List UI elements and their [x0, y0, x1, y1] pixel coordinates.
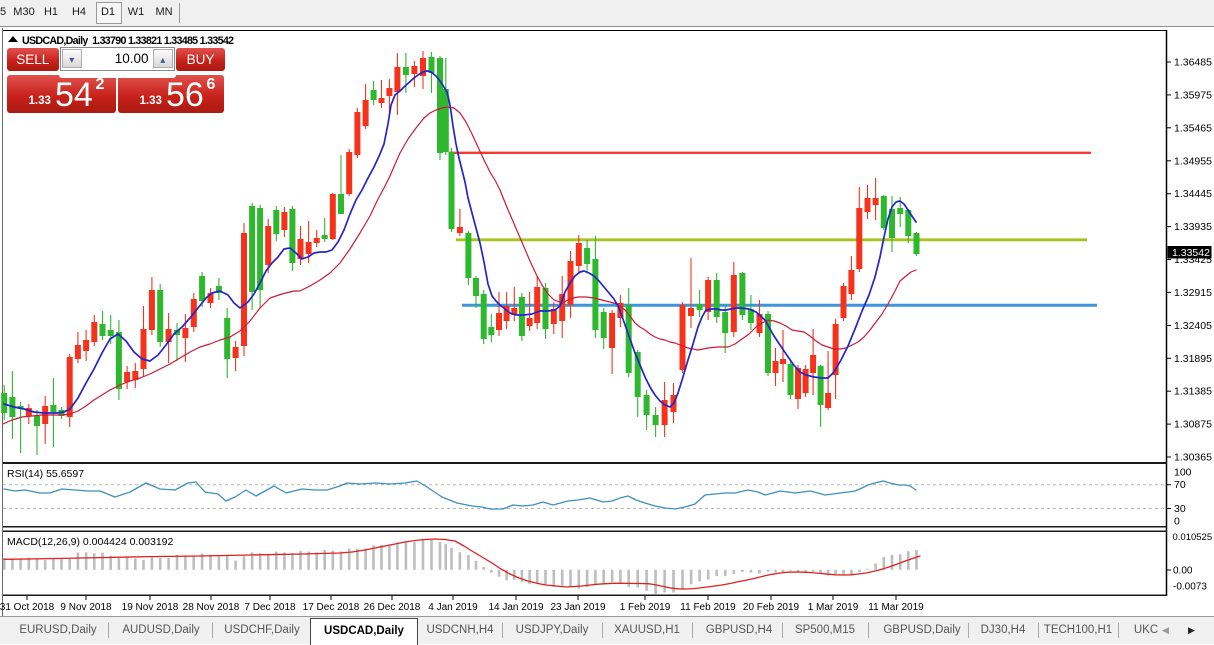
svg-text:4 Jan 2019: 4 Jan 2019: [428, 602, 478, 613]
svg-text:-0.0073: -0.0073: [1173, 582, 1207, 593]
svg-text:1.31895: 1.31895: [1174, 353, 1212, 365]
svg-text:MACD(12,26,9) 0.004424 0.00319: MACD(12,26,9) 0.004424 0.003192: [7, 536, 174, 548]
svg-text:1 Feb 2019: 1 Feb 2019: [620, 602, 671, 613]
svg-text:9 Nov 2018: 9 Nov 2018: [60, 602, 112, 613]
svg-text:19 Nov 2018: 19 Nov 2018: [122, 602, 179, 613]
svg-text:1.33935: 1.33935: [1174, 221, 1212, 233]
svg-text:RSI(14) 55.6597: RSI(14) 55.6597: [7, 468, 84, 480]
svg-text:USDCAD,Daily 1.33790 1.33821: USDCAD,Daily 1.33790 1.33821 1.33485 1.3…: [22, 35, 234, 47]
svg-text:26 Dec 2018: 26 Dec 2018: [364, 602, 421, 613]
svg-text:31 Oct 2018: 31 Oct 2018: [0, 602, 55, 613]
svg-text:11 Mar 2019: 11 Mar 2019: [868, 602, 924, 613]
svg-text:1.31385: 1.31385: [1174, 386, 1212, 398]
svg-text:100: 100: [1174, 467, 1192, 479]
svg-text:1.36485: 1.36485: [1174, 57, 1212, 69]
svg-text:1.32405: 1.32405: [1174, 320, 1212, 332]
svg-text:30: 30: [1174, 503, 1186, 515]
svg-text:1.30875: 1.30875: [1174, 419, 1212, 431]
svg-text:1.30365: 1.30365: [1174, 452, 1212, 464]
svg-text:1.32915: 1.32915: [1174, 287, 1212, 299]
svg-text:7 Dec 2018: 7 Dec 2018: [244, 602, 296, 613]
svg-text:1.35975: 1.35975: [1174, 89, 1212, 101]
svg-text:17 Dec 2018: 17 Dec 2018: [303, 602, 360, 613]
svg-text:1.33542: 1.33542: [1172, 247, 1210, 259]
svg-text:0.00: 0.00: [1173, 566, 1193, 577]
svg-text:14 Jan 2019: 14 Jan 2019: [488, 602, 543, 613]
svg-text:0: 0: [1174, 516, 1180, 528]
svg-text:1 Mar 2019: 1 Mar 2019: [808, 602, 859, 613]
svg-text:20 Feb 2019: 20 Feb 2019: [743, 602, 800, 613]
svg-text:1.34445: 1.34445: [1174, 188, 1212, 200]
svg-text:0.010525: 0.010525: [1173, 532, 1213, 543]
svg-text:28 Nov 2018: 28 Nov 2018: [183, 602, 240, 613]
svg-text:23 Jan 2019: 23 Jan 2019: [550, 602, 605, 613]
svg-text:11 Feb 2019: 11 Feb 2019: [680, 602, 736, 613]
svg-text:1.34955: 1.34955: [1174, 155, 1212, 167]
svg-text:70: 70: [1174, 479, 1186, 491]
svg-text:1.35465: 1.35465: [1174, 122, 1212, 134]
